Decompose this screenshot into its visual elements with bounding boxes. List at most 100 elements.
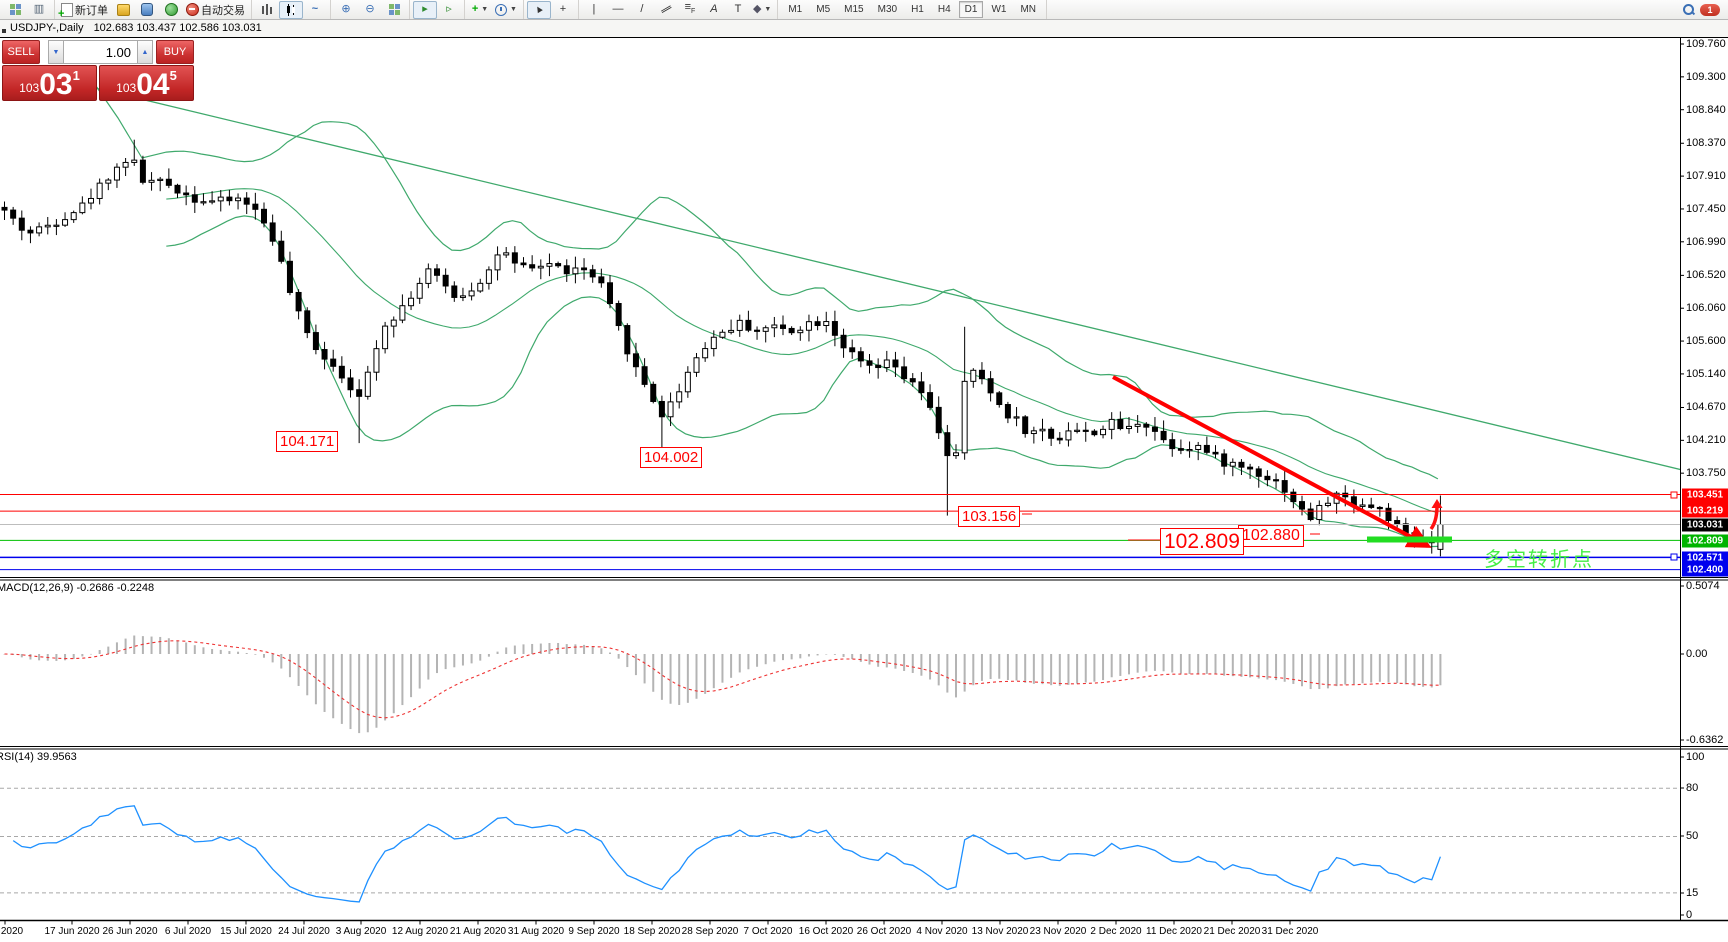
price-tag-102.809: 102.809 [1682, 534, 1728, 547]
chart-window-button[interactable] [3, 1, 27, 19]
market-watch-button[interactable] [111, 1, 135, 19]
sell-button[interactable]: SELL [2, 40, 40, 64]
chevron-down-icon: ▼ [764, 6, 772, 13]
ohlc-readout: 102.683 103.437 102.586 103.031 [93, 22, 262, 34]
bar-chart-button[interactable] [255, 1, 279, 19]
candlestick-chart-button[interactable] [279, 0, 303, 19]
price-axis-tick: 107.450 [1686, 202, 1726, 215]
zoom-out-button[interactable]: ⊖ [358, 1, 382, 19]
price-callout-104.002[interactable]: 104.002 [640, 447, 703, 468]
equidistant-channel-icon: ∥ [659, 3, 673, 15]
notifications-badge[interactable]: 1 [1700, 3, 1720, 16]
horizontal-line-icon: — [612, 3, 624, 15]
date-axis-label: 31 Dec 2020 [1261, 926, 1319, 937]
zoom-out-icon: ⊖ [365, 3, 375, 15]
timeframe-mn[interactable]: MN [1020, 4, 1037, 15]
text-button[interactable]: A [702, 1, 726, 19]
price-callout-104.171[interactable]: 104.171 [276, 431, 339, 452]
price-axis-tick: 107.910 [1686, 170, 1726, 183]
zoom-in-button[interactable]: ⊕ [334, 1, 358, 19]
date-axis-label: 23 Nov 2020 [1029, 926, 1087, 937]
rsi-axis-tick: 15 [1686, 887, 1699, 899]
volume-input[interactable]: 1.00 [64, 40, 137, 64]
macd-indicator-label: MACD(12,26,9) -0.2686 -0.2248 [0, 582, 155, 594]
line-chart-button[interactable]: ~ [303, 1, 327, 19]
timeframe-h1[interactable]: H1 [911, 4, 924, 15]
zoom-in-icon: ⊕ [341, 3, 351, 15]
arrow-objects-button[interactable]: ◆ ▼ [750, 1, 774, 19]
price-callout-102.880[interactable]: 102.880 [1238, 525, 1304, 547]
tile-windows-button[interactable] [382, 1, 406, 19]
news-button[interactable] [159, 1, 183, 19]
timeframe-w1[interactable]: W1 [991, 4, 1007, 15]
price-axis-tick: 106.990 [1686, 235, 1726, 248]
trendline-button[interactable]: / [630, 1, 654, 19]
date-axis-label: 21 Dec 2020 [1203, 926, 1261, 937]
tile-windows-icon [388, 4, 400, 15]
text-label-button[interactable]: T [726, 1, 750, 19]
price-tag-102.571: 102.571 [1682, 551, 1728, 564]
rsi-axis-tick: 80 [1686, 782, 1699, 794]
buy-price-pip: 5 [169, 68, 177, 83]
date-axis-label: 7 Oct 2020 [743, 926, 793, 937]
price-axis-tick: 104.670 [1686, 401, 1726, 414]
sell-price-pip: 1 [72, 68, 80, 83]
auto-trading-label: 自动交易 [201, 4, 245, 17]
price-callout-102.809[interactable]: 102.809 [1160, 528, 1244, 555]
fibonacci-retracement-button[interactable]: ≡F [678, 1, 702, 19]
timeframe-m5[interactable]: M5 [816, 4, 831, 15]
buy-button[interactable]: BUY [156, 40, 194, 64]
timeframe-m1[interactable]: M1 [788, 4, 803, 15]
line-chart-icon: ~ [311, 3, 319, 15]
macd-axis-tick: 0.5074 [1686, 580, 1720, 592]
macd-axis-tick: -0.6362 [1686, 734, 1724, 746]
chart-text-annotation[interactable]: 多空转折点 [1484, 549, 1594, 571]
fibonacci-retracement-icon: ≡F [684, 0, 696, 16]
chart-title-bar: USDJPY-,Daily 102.683 103.437 102.586 10… [0, 19, 1728, 37]
candlestick-chart-icon [286, 3, 296, 16]
date-axis-label: 6 Jul 2020 [164, 926, 212, 937]
crosshair-button[interactable]: + [551, 1, 575, 19]
main-toolbar: ▥ 新订单 自动交易 ~ ⊕ ⊖ ▸ ▹ +▼ ▼ ▲ + | — / ∥ ≡F AT◆▼ M1 M5 M15 M30 H1… [0, 0, 1728, 20]
price-tag-103.031: 103.031 [1682, 518, 1728, 531]
periods-button[interactable]: ▼ [492, 1, 520, 19]
data-window-button[interactable] [135, 1, 159, 19]
rsi-indicator-label: RSI(14) 39.9563 [0, 751, 77, 763]
price-tag-103.451: 103.451 [1682, 488, 1728, 501]
timeframe-m15[interactable]: M15 [844, 4, 864, 15]
timeframe-h4[interactable]: H4 [937, 4, 951, 15]
line-drag-handle[interactable] [1670, 491, 1678, 499]
volume-decrease-button[interactable]: ▼ [48, 40, 64, 64]
date-axis-label: 24 Jul 2020 [278, 926, 330, 937]
sell-price-display[interactable]: 103 03 1 [2, 65, 97, 101]
data-window-icon [141, 3, 153, 16]
auto-scroll-button[interactable]: ▸ [413, 0, 437, 19]
chevron-down-icon: ▼ [510, 6, 517, 13]
date-axis-label: 2 Dec 2020 [1090, 926, 1142, 937]
timeframe-d1[interactable]: D1 [958, 1, 984, 18]
timeframe-m30[interactable]: M30 [877, 4, 898, 15]
chart-shift-icon: ▹ [446, 3, 452, 15]
macd-axis-tick: 0.00 [1686, 648, 1708, 660]
horizontal-line-button[interactable]: — [606, 1, 630, 19]
buy-price-display[interactable]: 103 04 5 [99, 65, 194, 101]
profiles-button[interactable]: ▥ [27, 1, 51, 19]
crosshair-icon: + [559, 3, 567, 15]
indicators-button[interactable]: + ▼ [468, 1, 492, 19]
equidistant-channel-button[interactable]: ∥ [654, 1, 678, 19]
date-axis-label: 21 Aug 2020 [449, 926, 507, 937]
search-icon[interactable] [1683, 4, 1696, 16]
volume-increase-button[interactable]: ▲ [137, 40, 153, 64]
cursor-button[interactable]: ▲ [526, 0, 551, 19]
new-order-icon [58, 2, 73, 20]
chart-shift-button[interactable]: ▹ [437, 1, 461, 19]
price-axis-tick: 108.370 [1686, 137, 1726, 150]
new-order-button[interactable]: 新订单 [58, 1, 111, 20]
vertical-line-button[interactable]: | [582, 1, 606, 19]
line-drag-handle[interactable] [1670, 553, 1678, 561]
date-axis-label: 28 Sep 2020 [681, 926, 739, 937]
auto-trading-button[interactable]: 自动交易 [183, 1, 248, 19]
new-order-label: 新订单 [75, 4, 108, 17]
price-callout-103.156[interactable]: 103.156 [958, 506, 1021, 527]
